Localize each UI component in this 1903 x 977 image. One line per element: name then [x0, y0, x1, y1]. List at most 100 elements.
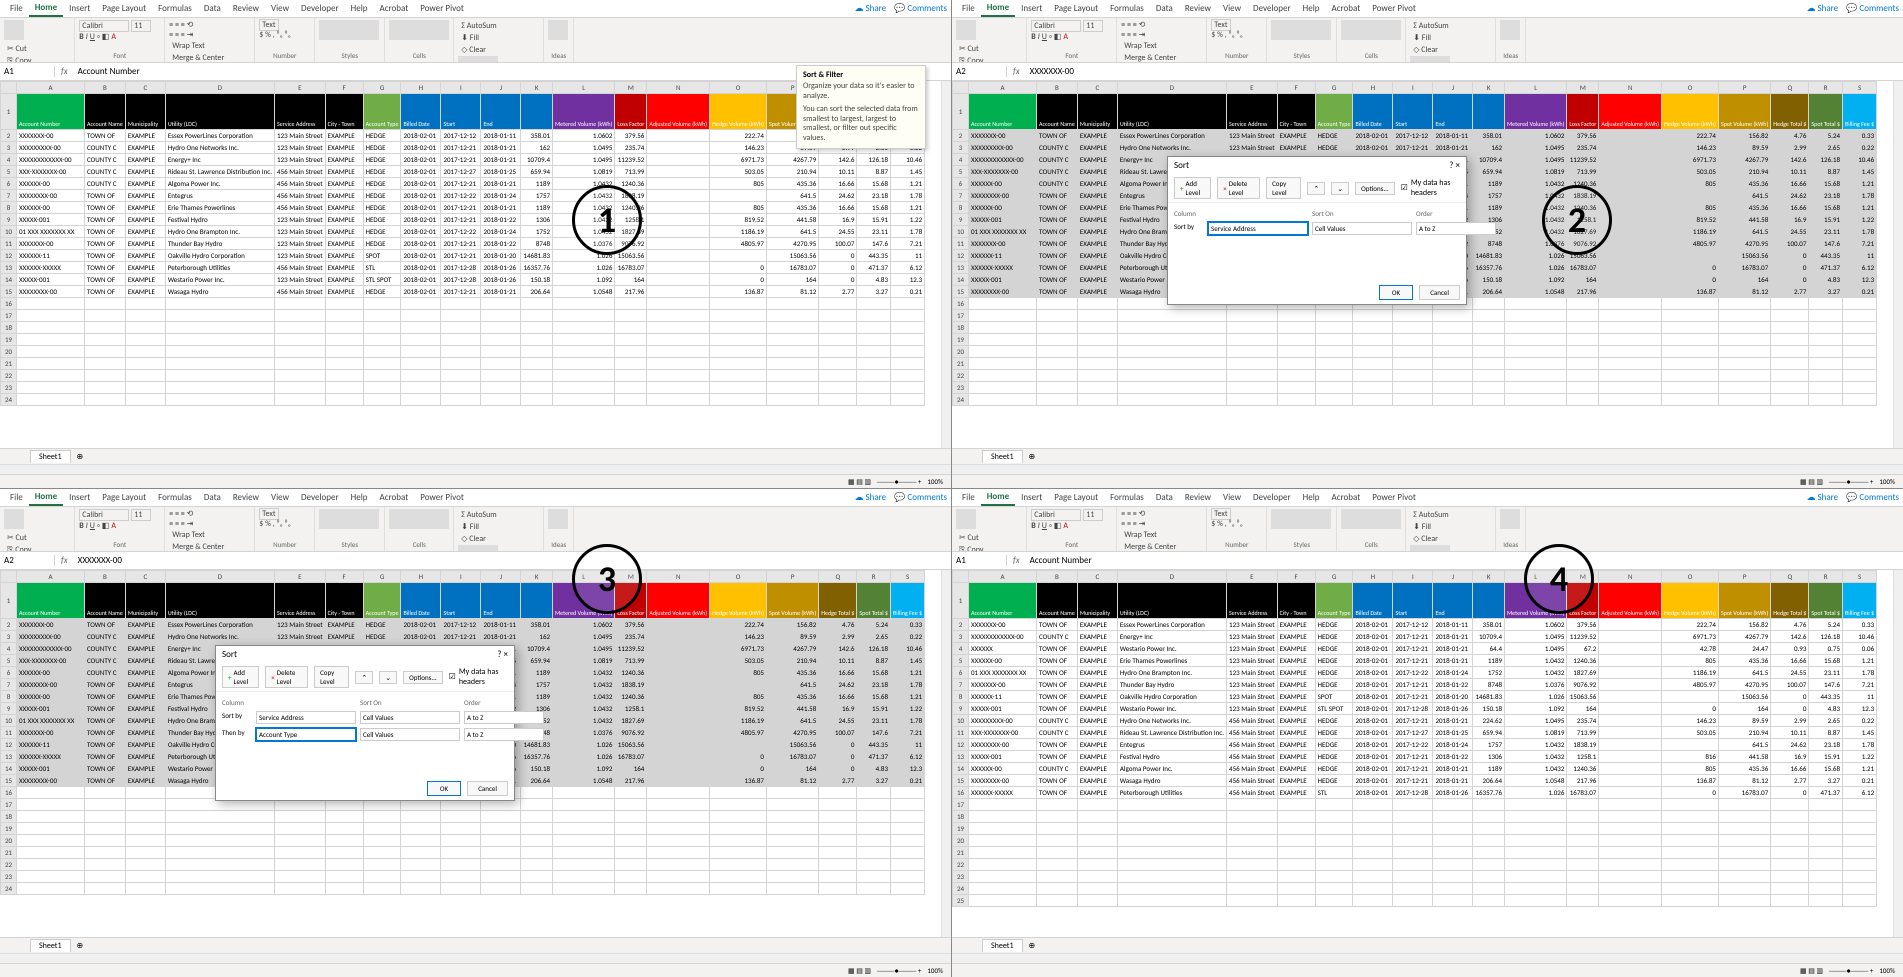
cut-button[interactable]: ✂ Cut — [956, 43, 982, 55]
cell-P8[interactable]: 435.36 — [766, 202, 818, 214]
cell-I2[interactable]: 2017-12-12 — [441, 619, 481, 631]
header-17[interactable]: Spot Total $ — [1809, 583, 1843, 619]
header-7[interactable]: Billed Date — [401, 583, 441, 619]
cell-G6[interactable]: HEDGE — [363, 178, 401, 190]
cell-I14[interactable]: 2017-12-28 — [441, 274, 481, 286]
cell-J11[interactable]: 2018-01-22 — [481, 238, 521, 250]
col-header-S[interactable]: S — [891, 571, 925, 583]
header-1[interactable]: Account Name — [85, 94, 126, 130]
cell-M7[interactable]: 1838.19 — [615, 679, 647, 691]
cell-I7[interactable]: 2017-12-21 — [1393, 679, 1433, 691]
cell-H16[interactable]: 2018-02-01 — [1353, 787, 1393, 799]
cell-C10[interactable]: EXAMPLE — [125, 226, 165, 238]
copy-button[interactable]: ⎘ Copy — [956, 55, 986, 63]
cell-C10[interactable]: EXAMPLE — [1077, 715, 1117, 727]
cell-S10[interactable]: 1.78 — [891, 715, 925, 727]
row-header-9[interactable]: 9 — [1, 214, 17, 226]
row-header-20[interactable]: 20 — [953, 346, 969, 358]
cell-K15[interactable]: 206.64 — [1473, 286, 1505, 298]
cell-I9[interactable]: 2017-12-28 — [1393, 703, 1433, 715]
header-16[interactable]: Hedge Total $ — [1771, 583, 1809, 619]
delete-button[interactable] — [1361, 509, 1381, 529]
cell-G11[interactable]: HEDGE — [1315, 727, 1353, 739]
cell-P3[interactable]: 89.59 — [1718, 142, 1770, 154]
row-header-3[interactable]: 3 — [1, 631, 17, 643]
cell-D14[interactable]: Algoma Power Inc. — [1117, 763, 1226, 775]
cell-Q10[interactable]: 24.55 — [819, 715, 857, 727]
cell-M3[interactable]: 11239.52 — [1567, 631, 1599, 643]
col-header-I[interactable]: I — [441, 571, 481, 583]
cell-K3[interactable]: 162 — [521, 142, 553, 154]
cell-A12[interactable]: XXXXXX-11 — [969, 250, 1037, 262]
cell-D4[interactable]: Energy+ Inc — [165, 154, 274, 166]
cell-K2[interactable]: 358.01 — [1473, 130, 1505, 142]
cell-K7[interactable]: 1757 — [521, 190, 553, 202]
row-header-23[interactable]: 23 — [1, 871, 17, 883]
cell-N4[interactable] — [647, 154, 710, 166]
cell-B5[interactable]: TOWN OF — [1037, 655, 1078, 667]
col-header-D[interactable]: D — [1117, 82, 1226, 94]
cell-J13[interactable]: 2018-01-22 — [1433, 751, 1473, 763]
col-header-K[interactable]: K — [1473, 571, 1505, 583]
cell-N10[interactable] — [1599, 715, 1662, 727]
col-header-E[interactable]: E — [275, 82, 326, 94]
cell-S11[interactable]: 7.21 — [891, 238, 925, 250]
sort-filter-button[interactable] — [1410, 545, 1430, 552]
cell-S5[interactable]: 1.45 — [891, 166, 925, 178]
cell-N2[interactable] — [1599, 619, 1662, 631]
close-icon[interactable]: × — [1456, 160, 1460, 171]
cell-N14[interactable] — [647, 274, 710, 286]
header-5[interactable]: City - Town — [325, 94, 363, 130]
cell-L13[interactable]: 1.026 — [1505, 262, 1567, 274]
cell-O4[interactable]: 6971.73 — [1662, 154, 1719, 166]
cell-N10[interactable] — [647, 715, 710, 727]
row-header-7[interactable]: 7 — [1, 190, 17, 202]
cell-P4[interactable]: 4267.79 — [766, 643, 818, 655]
cell-A14[interactable]: XXXXX-001 — [17, 274, 85, 286]
cell-S5[interactable]: 1.45 — [891, 655, 925, 667]
find-select-button[interactable] — [1430, 545, 1450, 552]
cell-O9[interactable]: 819.52 — [710, 703, 767, 715]
cell-B10[interactable]: TOWN OF — [85, 715, 126, 727]
cell-I8[interactable]: 2017-12-21 — [1393, 691, 1433, 703]
header-14[interactable]: Hedge Volume (kWh) — [1662, 94, 1719, 130]
cell-R8[interactable]: 15.68 — [857, 202, 891, 214]
cell-L15[interactable]: 1.0548 — [553, 775, 615, 787]
cell-R5[interactable]: 15.68 — [1809, 655, 1843, 667]
cell-P8[interactable]: 435.36 — [766, 691, 818, 703]
cell-P14[interactable]: 164 — [766, 274, 818, 286]
cell-H11[interactable]: 2018-02-01 — [1353, 727, 1393, 739]
cell-A5[interactable]: XXXXXX-00 — [969, 655, 1037, 667]
row-header-21[interactable]: 21 — [953, 358, 969, 370]
cell-A13[interactable]: XXXXXX-XXXXX — [969, 262, 1037, 274]
cell-Q11[interactable]: 100.07 — [819, 727, 857, 739]
fill-button[interactable]: ⬇ Fill — [1410, 32, 1434, 44]
cell-B8[interactable]: TOWN OF — [85, 691, 126, 703]
menu-view[interactable]: View — [1217, 490, 1247, 505]
cell-C5[interactable]: EXAMPLE — [1077, 655, 1117, 667]
cell-Q14[interactable]: 16.66 — [1771, 763, 1809, 775]
zoom-level[interactable]: 100% — [927, 477, 943, 486]
cell-S13[interactable]: 6.12 — [891, 751, 925, 763]
cell-A9[interactable]: XXXXX-001 — [17, 703, 85, 715]
cell-B14[interactable]: TOWN OF — [85, 763, 126, 775]
menu-review[interactable]: Review — [1179, 1, 1217, 16]
cell-F10[interactable]: EXAMPLE — [325, 226, 363, 238]
cell-O5[interactable]: 805 — [1662, 655, 1719, 667]
cell-N6[interactable] — [647, 667, 710, 679]
row-header-3[interactable]: 3 — [1, 142, 17, 154]
cell-D10[interactable]: Hydro One Networks Inc. — [1117, 715, 1226, 727]
cell-R15[interactable]: 3.27 — [1809, 775, 1843, 787]
cell-P6[interactable]: 641.5 — [1718, 667, 1770, 679]
cell-C3[interactable]: EXAMPLE — [125, 631, 165, 643]
cell-Q12[interactable]: 0 — [819, 739, 857, 751]
cell-E11[interactable]: 456 Main Street — [1227, 727, 1278, 739]
cell-C14[interactable]: EXAMPLE — [1077, 763, 1117, 775]
cell-H3[interactable]: 2018-02-01 — [1353, 631, 1393, 643]
cut-button[interactable]: ✂ Cut — [4, 532, 30, 544]
cell-L5[interactable]: 1.0819 — [553, 655, 615, 667]
cell-R7[interactable]: 23.18 — [857, 679, 891, 691]
cell-S16[interactable]: 6.12 — [1843, 787, 1877, 799]
cell-C15[interactable]: EXAMPLE — [1077, 286, 1117, 298]
cell-S13[interactable]: 6.12 — [891, 262, 925, 274]
